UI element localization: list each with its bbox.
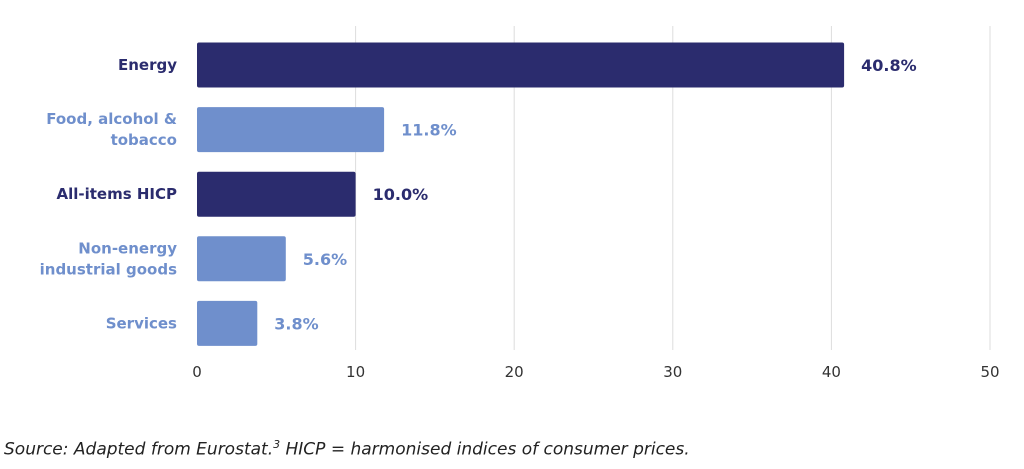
x-tick-label: 30 [663, 363, 682, 381]
category-label: Energy [118, 56, 177, 74]
bar [197, 171, 356, 217]
category-labels: Energy Food, alcohol & tobacco All-items HI… [40, 56, 178, 332]
footnote-definition: HICP = harmonised indices of consumer pr… [280, 439, 690, 460]
bar [197, 236, 286, 282]
x-axis-ticks: 0 10 20 30 40 50 [192, 363, 999, 381]
bars [197, 42, 845, 346]
footnote-reference: 3 [273, 438, 281, 451]
data-label: 5.6% [303, 250, 347, 269]
bar-chart: Energy Food, alcohol & tobacco All-items HI… [40, 26, 1000, 381]
value-labels: 40.8% 11.8% 10.0% 5.6% 3.8% [274, 56, 916, 333]
data-label: 11.8% [401, 121, 457, 140]
x-tick-label: 50 [980, 363, 999, 381]
category-label-line: tobacco [111, 131, 177, 149]
bar [197, 300, 258, 346]
x-tick-label: 40 [822, 363, 841, 381]
x-tick-label: 20 [505, 363, 524, 381]
bar [197, 42, 845, 88]
x-tick-label: 0 [192, 363, 202, 381]
x-tick-label: 10 [346, 363, 365, 381]
bar [197, 107, 385, 153]
footnote-text: Source: Adapted from Eurostat. [4, 439, 274, 460]
chart-container: Energy Food, alcohol & tobacco All-items HI… [40, 26, 1000, 381]
source-footnote: Source: Adapted from Eurostat.3 HICP = h… [4, 438, 690, 460]
data-label: 40.8% [861, 56, 917, 75]
category-label-line: Non-energy [78, 239, 177, 257]
category-label-line: Energy [118, 56, 177, 74]
category-label: Non-energy industrial goods [40, 239, 178, 278]
category-label-line: industrial goods [40, 260, 177, 278]
category-label: Food, alcohol & tobacco [46, 110, 177, 149]
category-label-line: All-items HICP [56, 185, 177, 203]
data-label: 10.0% [373, 185, 429, 204]
category-label-line: Food, alcohol & [46, 110, 177, 128]
data-label: 3.8% [274, 314, 318, 333]
category-label-line: Services [106, 314, 177, 332]
category-label: Services [106, 314, 177, 332]
category-label: All-items HICP [56, 185, 177, 203]
